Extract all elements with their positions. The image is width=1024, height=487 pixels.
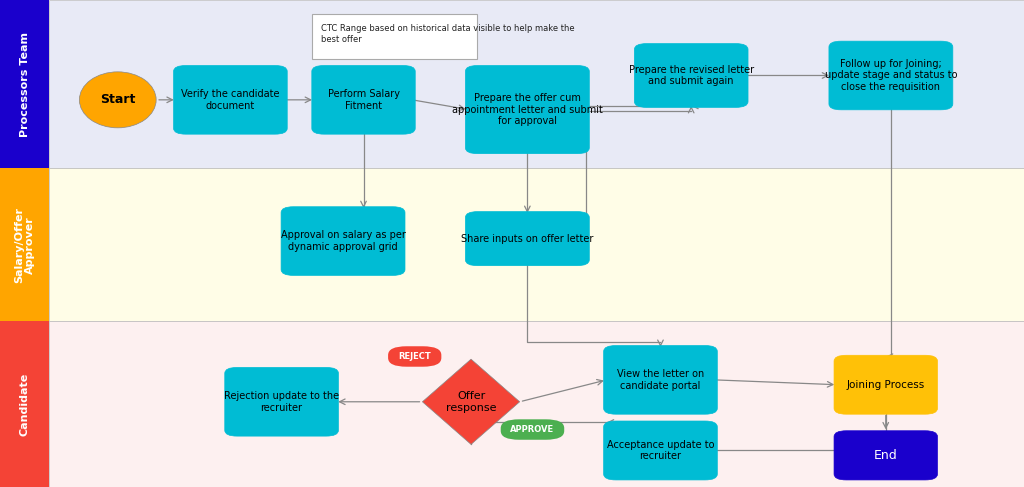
FancyBboxPatch shape: [311, 65, 416, 134]
FancyBboxPatch shape: [0, 0, 49, 168]
Text: End: End: [873, 449, 898, 462]
Text: Perform Salary
Fitment: Perform Salary Fitment: [328, 89, 399, 111]
Text: Offer
response: Offer response: [445, 391, 497, 412]
Text: Start: Start: [100, 94, 135, 106]
FancyBboxPatch shape: [829, 41, 952, 110]
Text: Prepare the revised letter
and submit again: Prepare the revised letter and submit ag…: [629, 65, 754, 86]
FancyBboxPatch shape: [465, 211, 590, 266]
FancyBboxPatch shape: [501, 419, 564, 440]
Text: Salary/Offer
Approver: Salary/Offer Approver: [13, 206, 36, 283]
FancyBboxPatch shape: [311, 14, 477, 58]
FancyBboxPatch shape: [0, 168, 49, 321]
Ellipse shape: [80, 72, 156, 128]
Text: APPROVE: APPROVE: [510, 425, 555, 434]
FancyBboxPatch shape: [604, 421, 717, 480]
Text: Prepare the offer cum
appointment letter and submit
for approval: Prepare the offer cum appointment letter…: [452, 93, 603, 126]
Polygon shape: [423, 359, 520, 444]
Text: Rejection update to the
recruiter: Rejection update to the recruiter: [224, 391, 339, 412]
FancyBboxPatch shape: [49, 0, 1024, 168]
Text: Candidate: Candidate: [19, 373, 30, 436]
FancyBboxPatch shape: [174, 65, 287, 134]
Text: CTC Range based on historical data visible to help make the
best offer: CTC Range based on historical data visib…: [322, 24, 574, 44]
FancyBboxPatch shape: [388, 346, 441, 367]
Text: REJECT: REJECT: [398, 352, 431, 361]
Text: Approval on salary as per
dynamic approval grid: Approval on salary as per dynamic approv…: [281, 230, 406, 252]
Text: Verify the candidate
document: Verify the candidate document: [181, 89, 280, 111]
FancyBboxPatch shape: [465, 66, 590, 154]
FancyBboxPatch shape: [834, 355, 938, 414]
FancyBboxPatch shape: [604, 346, 717, 414]
Text: Follow up for Joining;
update stage and status to
close the requisition: Follow up for Joining; update stage and …: [824, 59, 957, 92]
FancyBboxPatch shape: [281, 206, 406, 276]
Text: View the letter on
candidate portal: View the letter on candidate portal: [616, 369, 705, 391]
FancyBboxPatch shape: [635, 43, 748, 108]
Text: Joining Process: Joining Process: [847, 380, 925, 390]
Text: Share inputs on offer letter: Share inputs on offer letter: [461, 234, 594, 244]
Text: Processors Team: Processors Team: [19, 32, 30, 136]
FancyBboxPatch shape: [0, 321, 49, 487]
FancyBboxPatch shape: [834, 431, 938, 480]
Text: Acceptance update to
recruiter: Acceptance update to recruiter: [607, 440, 714, 461]
FancyBboxPatch shape: [49, 321, 1024, 487]
FancyBboxPatch shape: [49, 168, 1024, 321]
FancyBboxPatch shape: [225, 367, 338, 436]
